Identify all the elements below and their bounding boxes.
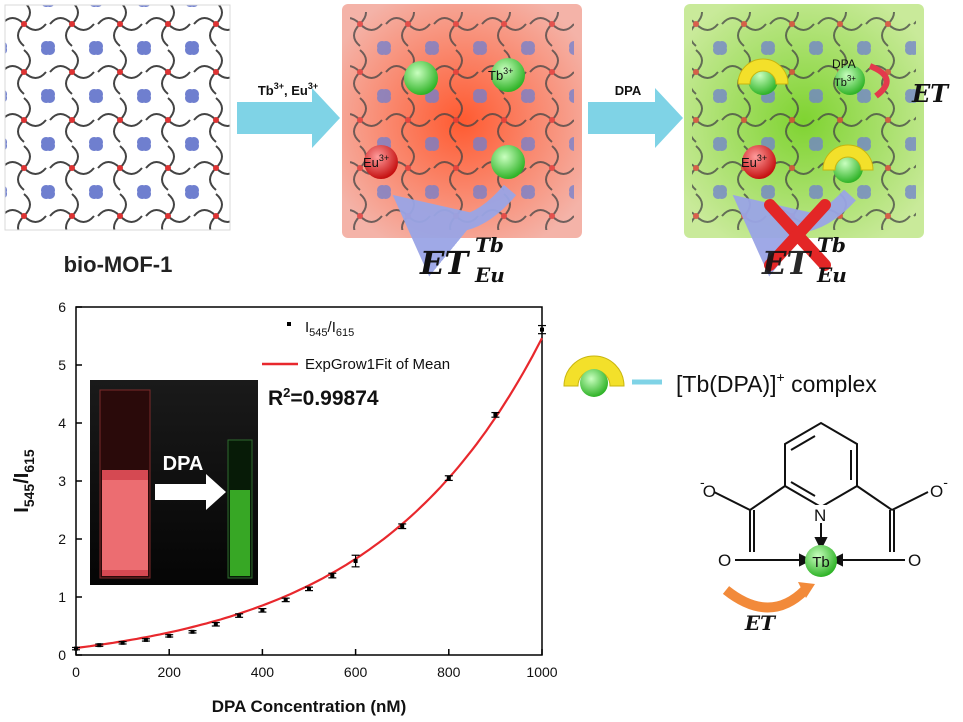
et-sup: Tb xyxy=(475,233,504,257)
x-tick-label: 0 xyxy=(72,664,80,680)
dpa-tag: DPA xyxy=(832,57,856,71)
y-tick-label: 5 xyxy=(58,357,66,373)
tb-ion-icon xyxy=(404,61,438,95)
tb-ion-icon xyxy=(833,153,863,183)
data-point xyxy=(72,646,80,651)
complex-legend: [Tb(DPA)]+ complex xyxy=(563,355,877,397)
step-arrow-1-label: Tb3+, Eu3+ xyxy=(258,81,318,98)
et-label: ET xyxy=(419,244,470,282)
coordinating-o: O xyxy=(718,551,731,570)
blocked-cross-icon xyxy=(764,199,831,271)
x-tick-label: 400 xyxy=(251,664,275,680)
legend-point-marker xyxy=(287,322,291,326)
data-point xyxy=(305,586,313,592)
y-tick-label: 4 xyxy=(58,415,66,431)
et-sup: Tb xyxy=(817,233,846,257)
carboxylate-o: O- xyxy=(700,474,716,501)
fit-curve xyxy=(75,337,543,650)
tb-center-icon xyxy=(805,545,837,577)
inset-arrow-label: DPA xyxy=(163,453,204,475)
x-tick-label: 800 xyxy=(437,664,461,680)
data-point xyxy=(188,629,197,634)
et-sub: Eu xyxy=(816,263,847,287)
carboxylate-o: O- xyxy=(930,474,948,501)
data-point xyxy=(235,613,244,618)
data-point xyxy=(95,643,104,648)
x-tick-label: 600 xyxy=(344,664,368,680)
tb-dpa-structure xyxy=(713,421,929,567)
tb-ion-icon xyxy=(491,58,525,92)
et-label: ET xyxy=(761,244,812,282)
data-point xyxy=(211,621,220,627)
step-arrow-2 xyxy=(588,88,683,148)
eu-ion-icon xyxy=(742,145,776,179)
data-point xyxy=(538,324,546,335)
pyridine-n: N xyxy=(814,506,826,525)
inset-photo: DPA xyxy=(90,380,258,585)
eu-ion-label: Eu3+ xyxy=(363,153,389,170)
ligand-et-label: ET xyxy=(911,79,950,108)
et-sub: Eu xyxy=(474,263,505,287)
structure-labels: O- O- N O O Tb ET xyxy=(700,474,948,635)
y-tick-label: 6 xyxy=(58,299,66,315)
y-tick-label: 1 xyxy=(58,589,66,605)
tb-ion-label: Tb3+ xyxy=(488,66,513,83)
tb-ion-label: Tb3+ xyxy=(834,74,856,89)
x-axis: 0 200 400 600 800 1000 xyxy=(72,649,558,680)
x-tick-label: 1000 xyxy=(526,664,557,680)
data-point xyxy=(281,597,290,603)
y-axis-label: I545/I615 xyxy=(11,449,37,513)
tb-ion-icon xyxy=(491,145,525,179)
legend-fit-label: ExpGrow1Fit of Mean xyxy=(305,356,450,373)
data-point xyxy=(351,554,360,568)
tb-ion-icon xyxy=(580,369,608,397)
ligand-et-arrow xyxy=(868,63,890,99)
tb-ion-icon xyxy=(835,65,865,95)
r2-annotation: R2=0.99874 xyxy=(268,385,379,410)
data-point xyxy=(398,523,407,530)
data-point xyxy=(165,633,174,638)
data-point xyxy=(491,411,500,418)
data-point xyxy=(118,640,127,645)
energy-transfer-arrow xyxy=(392,184,517,277)
complex-label: [Tb(DPA)]+ complex xyxy=(676,369,877,397)
data-point xyxy=(258,607,267,613)
y-tick-label: 3 xyxy=(58,473,66,489)
y-tick-label: 0 xyxy=(58,647,66,663)
chart: 0 1 2 3 4 5 6 0 200 400 600 800 1000 I545/I615 DPA … xyxy=(11,299,558,716)
x-tick-label: 200 xyxy=(158,664,182,680)
y-axis: 0 1 2 3 4 5 6 xyxy=(58,299,82,663)
dpa-ligand-icon xyxy=(737,58,789,85)
y-tick-label: 2 xyxy=(58,531,66,547)
step-arrow-1 xyxy=(237,88,340,148)
chart-legend: I545/I615 ExpGrow1Fit of Mean R2=0.99874 xyxy=(262,319,450,410)
mof-panel xyxy=(4,4,231,231)
inset-arrow xyxy=(155,474,226,510)
eu-ion-label: Eu3+ xyxy=(741,153,767,170)
antenna-et-label: ET xyxy=(744,611,777,635)
x-axis-label: DPA Concentration (nM) xyxy=(212,697,407,716)
legend-points-label: I545/I615 xyxy=(305,319,354,339)
data-point xyxy=(444,475,453,482)
pyridine-ring xyxy=(784,421,858,509)
data-point xyxy=(328,572,337,579)
eu-ion-icon xyxy=(364,145,398,179)
data-point xyxy=(141,637,150,642)
scheme-row: bio-MOF-1 Tb3+, Eu3+ Tb3+ Eu3+ ET Tb Eu … xyxy=(4,4,950,287)
data-points xyxy=(72,324,546,651)
tb-center-label: Tb xyxy=(812,554,830,571)
coordinating-o: O xyxy=(908,551,921,570)
mof-label: bio-MOF-1 xyxy=(64,252,173,277)
antenna-et-arrow xyxy=(722,586,809,613)
dpa-ligand-icon xyxy=(822,144,874,171)
step-arrow-2-label: DPA xyxy=(615,83,642,98)
